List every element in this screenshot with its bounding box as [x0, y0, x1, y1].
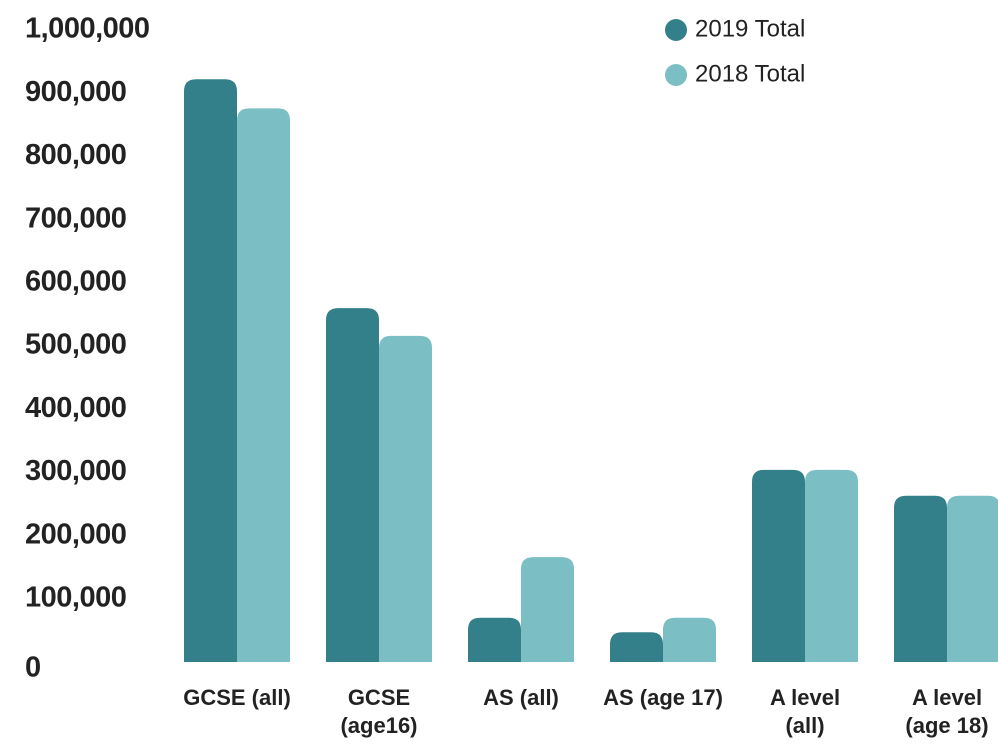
bar — [468, 617, 521, 662]
bar — [184, 79, 237, 662]
x-tick-label: AS (all) — [483, 685, 559, 710]
x-tick-label: A level (age 18) — [905, 685, 989, 738]
legend-label: 2019 Total — [695, 15, 805, 42]
y-tick-label: 200,000 — [25, 518, 126, 550]
y-tick-label: 800,000 — [25, 139, 126, 171]
bar — [894, 495, 947, 662]
bar — [379, 335, 432, 662]
bar — [805, 469, 858, 662]
y-tick-label: 0 — [25, 652, 41, 684]
bar — [237, 108, 290, 663]
bar — [947, 495, 998, 662]
bar — [610, 632, 663, 662]
bar — [326, 308, 379, 662]
y-tick-label: 100,000 — [25, 581, 126, 613]
y-tick-label: 500,000 — [25, 329, 126, 361]
x-tick-label: GCSE (all) — [183, 685, 291, 710]
y-tick-label: 700,000 — [25, 202, 126, 234]
bar — [521, 557, 574, 662]
legend-swatch — [665, 19, 687, 41]
bar — [663, 617, 716, 662]
legend-label: 2018 Total — [695, 60, 805, 87]
x-tick-label: A level (all) — [769, 685, 841, 738]
y-tick-label: 400,000 — [25, 392, 126, 424]
y-tick-label: 300,000 — [25, 455, 126, 487]
x-tick-label: GCSE (age16) — [340, 685, 418, 738]
bar — [752, 469, 805, 662]
legend-swatch — [665, 64, 687, 86]
y-tick-label: 900,000 — [25, 76, 126, 108]
x-tick-label: AS (age 17) — [603, 685, 723, 710]
y-tick-label: 1,000,000 — [25, 13, 150, 45]
y-tick-label: 600,000 — [25, 265, 126, 297]
